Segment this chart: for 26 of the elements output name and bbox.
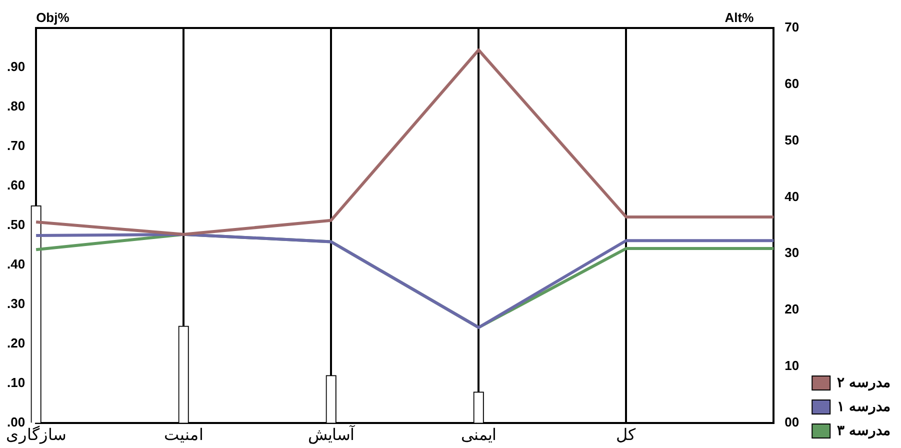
x-tick-label: کل — [616, 426, 636, 444]
y2-tick-label: 60 — [784, 76, 800, 91]
legend-label: مدرسه ۳ — [837, 422, 891, 439]
y2-tick-label: 20 — [784, 302, 800, 317]
y-tick-label: .20 — [6, 335, 26, 350]
y2-tick-label: 40 — [784, 188, 800, 204]
y-tick-label: .80 — [6, 98, 26, 114]
y-tick-label: .60 — [6, 178, 26, 192]
y2-tick-label: 70 — [784, 20, 800, 35]
y-tick-label: .10 — [6, 374, 26, 390]
y2-axis-title: Alt% — [724, 10, 754, 26]
y-axis-title: Obj% — [36, 10, 70, 26]
y-tick-label: .40 — [6, 256, 26, 272]
x-tick-label: ایمنی — [461, 426, 496, 444]
y-tick-label: .50 — [6, 216, 26, 232]
legend-label: مدرسه ۲ — [837, 374, 891, 391]
y2-tick-label: 30 — [784, 245, 800, 260]
y-tick-label: .90 — [6, 59, 26, 74]
legend-label: مدرسه ۱ — [837, 398, 891, 415]
y2-tick-label: 00 — [784, 414, 800, 430]
x-tick-label: آسایش — [308, 424, 356, 444]
y2-tick-label: 10 — [784, 358, 800, 373]
y2-tick-label: 50 — [784, 132, 800, 148]
y-tick-label: .70 — [6, 138, 26, 154]
x-tick-label: امنیت — [164, 426, 204, 444]
y-tick-label: .30 — [6, 296, 26, 311]
